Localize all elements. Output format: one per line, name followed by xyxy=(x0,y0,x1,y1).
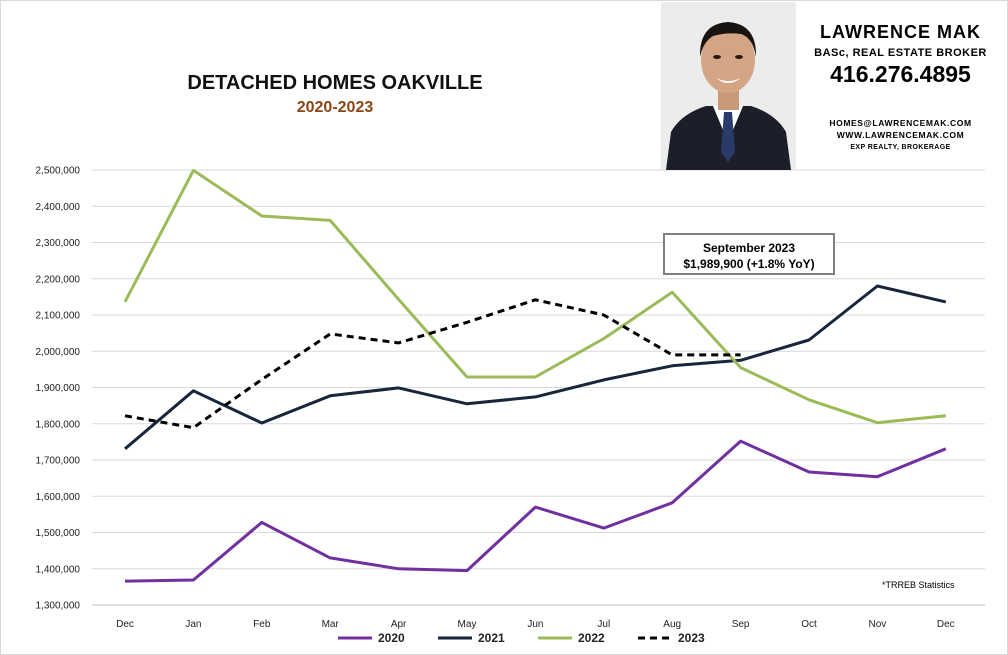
footnote: *TRREB Statistics xyxy=(882,580,955,590)
y-tick-label: 1,900,000 xyxy=(36,383,81,394)
agent-website[interactable]: WWW.LAWRENCEMAK.COM xyxy=(836,130,965,140)
legend-label-2023: 2023 xyxy=(678,631,705,645)
x-tick-label: Jul xyxy=(597,619,610,630)
x-tick-label: Nov xyxy=(869,619,887,630)
legend-label-2021: 2021 xyxy=(478,631,505,645)
callout-line2: $1,989,900 (+1.8% YoY) xyxy=(683,257,815,271)
y-tick-label: 2,400,000 xyxy=(36,202,81,213)
x-tick-label: Dec xyxy=(937,619,955,630)
agent-email[interactable]: HOMES@LAWRENCEMAK.COM xyxy=(829,118,972,128)
x-tick-label: Oct xyxy=(801,619,817,630)
y-tick-label: 2,200,000 xyxy=(36,274,81,285)
y-tick-label: 1,400,000 xyxy=(36,564,81,575)
agent-phone[interactable]: 416.276.4895 xyxy=(830,61,971,87)
y-tick-label: 2,500,000 xyxy=(36,166,81,177)
series-line-2022 xyxy=(123,168,946,425)
series-line-2021 xyxy=(124,284,947,450)
x-tick-label: Aug xyxy=(663,619,681,630)
chart-title: DETACHED HOMES OAKVILLE xyxy=(187,72,483,94)
gridlines xyxy=(92,169,985,606)
series-line-2020 xyxy=(124,439,947,583)
y-tick-label: 1,600,000 xyxy=(36,492,81,503)
legend-label-2020: 2020 xyxy=(378,631,405,645)
x-tick-label: May xyxy=(458,619,477,630)
y-tick-label: 2,300,000 xyxy=(36,238,81,249)
callout-box: September 2023 $1,989,900 (+1.8% YoY) xyxy=(663,233,835,275)
agent-brokerage: EXP REALTY, BROKERAGE xyxy=(850,144,951,151)
x-tick-label: Apr xyxy=(391,619,407,630)
legend-label-2022: 2022 xyxy=(578,631,605,645)
x-tick-label: Feb xyxy=(253,619,271,630)
series-line-2023 xyxy=(124,298,741,430)
x-axis-ticks: Dec Jan Feb Mar Apr May Jun Jul Aug Sep Oct Nov Dec xyxy=(116,619,955,630)
agent-portrait-icon xyxy=(661,2,796,170)
agent-photo xyxy=(661,2,796,170)
y-tick-label: 2,000,000 xyxy=(36,347,81,358)
callout-line1: September 2023 xyxy=(702,241,796,255)
x-tick-label: Jun xyxy=(527,619,543,630)
legend: 2020 2021 2022 2023 xyxy=(338,631,705,645)
y-tick-label: 1,800,000 xyxy=(36,419,81,430)
x-tick-label: Dec xyxy=(116,619,134,630)
x-tick-label: Jan xyxy=(185,619,201,630)
y-tick-label: 1,500,000 xyxy=(36,528,81,539)
y-tick-label: 2,100,000 xyxy=(36,311,81,322)
y-tick-label: 1,300,000 xyxy=(36,601,81,612)
agent-title: BASc, REAL ESTATE BROKER xyxy=(814,47,987,59)
agent-info: LAWRENCE MAK BASc, REAL ESTATE BROKER 41… xyxy=(808,22,993,151)
agent-name: LAWRENCE MAK xyxy=(820,22,981,42)
y-tick-label: 1,700,000 xyxy=(36,456,81,467)
chart-subtitle: 2020-2023 xyxy=(296,99,374,116)
x-tick-label: Mar xyxy=(322,619,340,630)
y-axis-ticks: 1,300,000 1,400,000 1,500,000 1,600,000 1,70… xyxy=(36,166,81,612)
series-lines xyxy=(123,168,947,583)
x-tick-label: Sep xyxy=(732,619,750,630)
